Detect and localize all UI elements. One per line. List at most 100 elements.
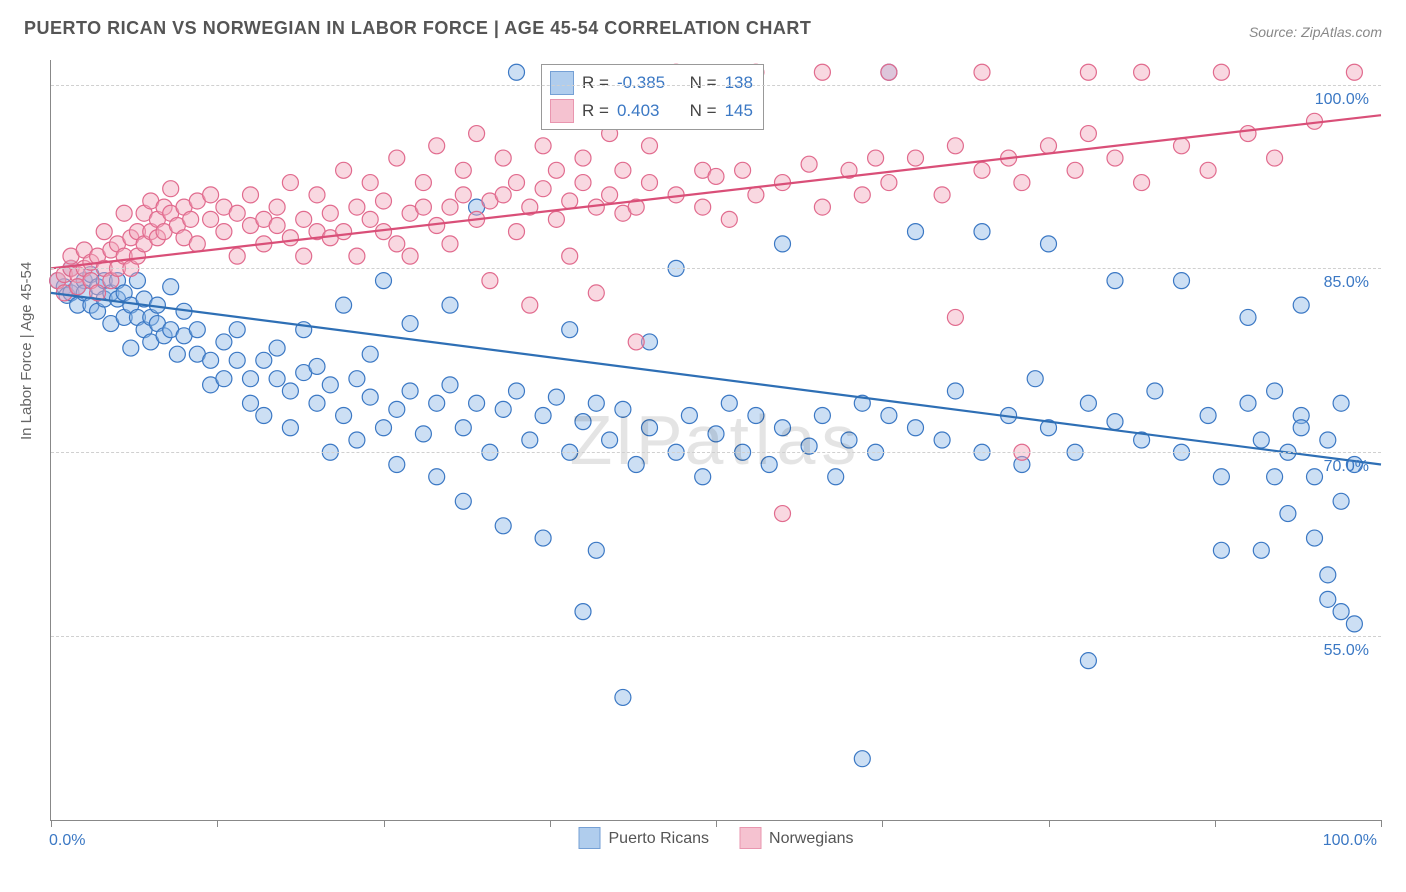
data-point [336,224,352,240]
data-point [1041,236,1057,252]
data-point [256,407,272,423]
data-point [309,395,325,411]
data-point [322,377,338,393]
data-point [282,175,298,191]
data-point [495,518,511,534]
data-point [282,383,298,399]
data-point [588,395,604,411]
y-tick-label: 85.0% [1324,274,1369,292]
data-point [229,322,245,338]
data-point [509,224,525,240]
data-point [203,187,219,203]
data-point [216,224,232,240]
data-point [362,346,378,362]
stats-r-value: 0.403 [617,101,677,121]
data-point [814,199,830,215]
data-point [183,211,199,227]
data-point [415,426,431,442]
data-point [96,224,112,240]
stats-n-value: 138 [725,73,753,93]
data-point [854,751,870,767]
data-point [1147,383,1163,399]
data-point [216,371,232,387]
data-point [721,211,737,227]
x-tick [1381,820,1382,827]
data-point [642,175,658,191]
data-point [602,187,618,203]
x-tick [550,820,551,827]
legend-label: Puerto Ricans [609,830,710,847]
data-point [828,469,844,485]
gridline [51,268,1381,269]
x-tick [51,820,52,827]
data-point [588,542,604,558]
data-point [349,371,365,387]
data-point [1067,162,1083,178]
data-point [934,187,950,203]
data-point [415,175,431,191]
data-point [615,162,631,178]
data-point [628,334,644,350]
data-point [509,64,525,80]
x-axis-max-label: 100.0% [1323,832,1377,850]
data-point [116,205,132,221]
data-point [1080,126,1096,142]
data-point [1333,395,1349,411]
legend-item: Norwegians [739,828,853,850]
data-point [841,432,857,448]
data-point [362,175,378,191]
data-point [708,168,724,184]
data-point [615,401,631,417]
data-point [322,205,338,221]
data-point [1080,64,1096,80]
x-tick [1049,820,1050,827]
data-point [908,420,924,436]
data-point [282,420,298,436]
stats-row: R =-0.385 N =138 [550,69,753,97]
data-point [562,322,578,338]
y-axis-label: In Labor Force | Age 45-54 [18,262,35,440]
data-point [575,175,591,191]
data-point [947,309,963,325]
data-point [1080,395,1096,411]
gridline [51,452,1381,453]
y-tick-label: 70.0% [1324,458,1369,476]
data-point [628,457,644,473]
data-point [1320,432,1336,448]
data-point [1107,414,1123,430]
data-point [748,187,764,203]
data-point [1213,469,1229,485]
data-point [256,352,272,368]
data-point [482,273,498,289]
data-point [735,162,751,178]
data-point [535,181,551,197]
data-point [229,205,245,221]
data-point [229,248,245,264]
data-point [349,199,365,215]
gridline [51,636,1381,637]
legend-swatch [550,99,574,123]
data-point [509,383,525,399]
data-point [575,604,591,620]
data-point [376,420,392,436]
data-point [535,138,551,154]
data-point [455,187,471,203]
data-point [1174,273,1190,289]
data-point [282,230,298,246]
data-point [1134,175,1150,191]
data-point [748,407,764,423]
data-point [1267,469,1283,485]
data-point [349,432,365,448]
data-point [189,236,205,252]
data-point [415,199,431,215]
data-point [1320,567,1336,583]
data-point [376,273,392,289]
data-point [868,150,884,166]
data-point [309,358,325,374]
data-point [402,248,418,264]
data-point [296,248,312,264]
data-point [548,211,564,227]
data-point [1333,604,1349,620]
gridline [51,85,1381,86]
data-point [548,389,564,405]
